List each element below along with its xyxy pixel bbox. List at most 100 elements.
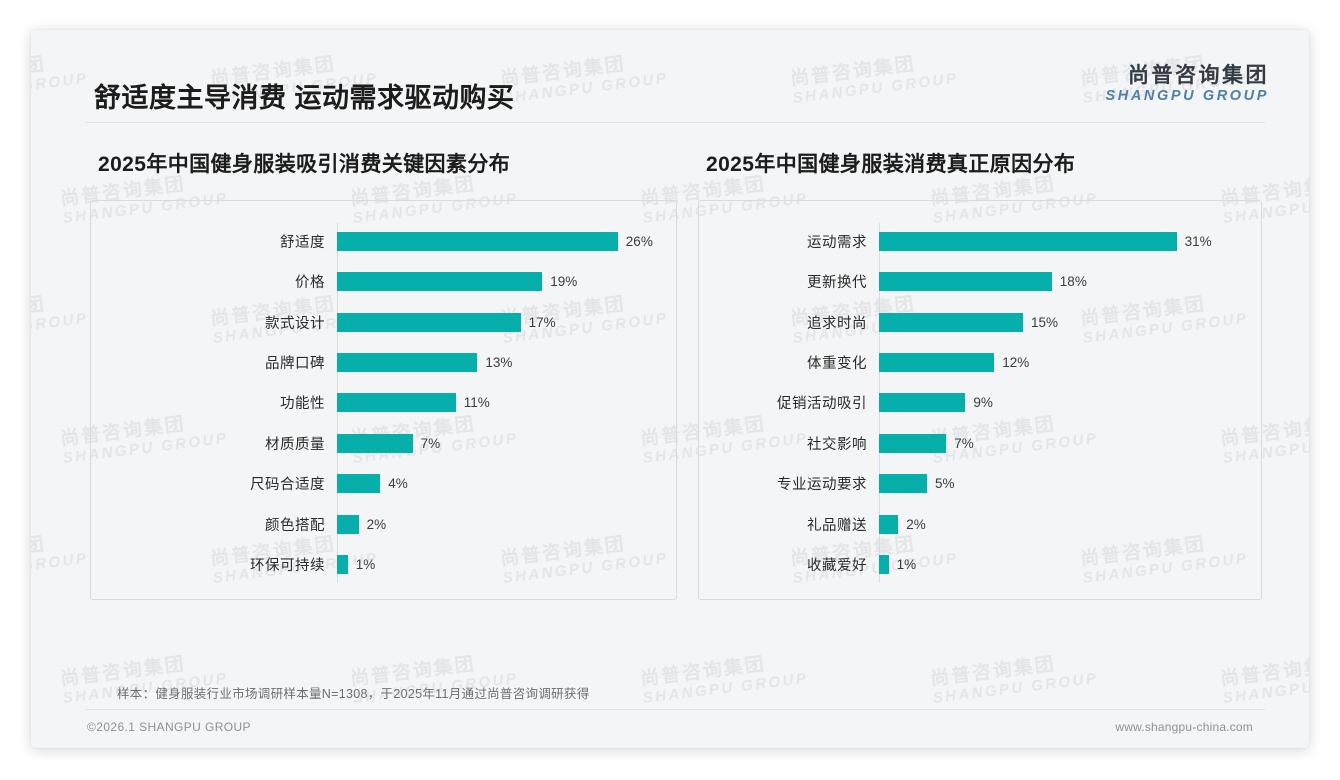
bar-row: 更新换代 18%	[699, 263, 1261, 301]
bar-row: 追求时尚 15%	[699, 303, 1261, 341]
bar-track: 7%	[337, 424, 676, 462]
bar-row: 舒适度 26%	[91, 222, 676, 260]
bar-category-label: 社交影响	[807, 436, 867, 453]
footer-divider	[85, 709, 1265, 710]
bar-segment	[337, 514, 359, 534]
bar-category-label: 体重变化	[807, 356, 867, 373]
chart-box-right: 运动需求 31% 更新换代 18% 追求时尚 15% 体重变化 12% 促销活动吸引 9% 社交影响…	[698, 200, 1262, 600]
bar-track: 18%	[879, 263, 1261, 301]
bar-segment	[879, 433, 947, 453]
logo-english-text: SHANGPU GROUP	[1105, 88, 1269, 105]
bar-track: 13%	[337, 344, 676, 382]
bar-row: 价格 19%	[91, 263, 676, 301]
bar-segment	[337, 393, 456, 413]
bar-category-label: 功能性	[280, 396, 325, 413]
bar-value-label: 5%	[935, 476, 955, 492]
bar-segment	[879, 231, 1177, 251]
bar-segment	[879, 514, 899, 534]
bar-segment	[879, 353, 995, 373]
bar-track: 5%	[879, 465, 1261, 503]
bar-category-label: 专业运动要求	[777, 477, 867, 494]
bar-track: 4%	[337, 465, 676, 503]
bar-row: 收藏爱好 1%	[699, 546, 1261, 584]
bar-value-label: 11%	[463, 395, 490, 411]
bar-category-label: 追求时尚	[807, 315, 867, 332]
bar-row: 社交影响 7%	[699, 424, 1261, 462]
bar-category-label: 材质质量	[265, 436, 325, 453]
bar-rows-right: 运动需求 31% 更新换代 18% 追求时尚 15% 体重变化 12% 促销活动吸引 9% 社交影响…	[699, 221, 1261, 585]
bar-segment	[337, 474, 381, 494]
bar-value-label: 2%	[906, 516, 926, 532]
bar-row: 尺码合适度 4%	[91, 465, 676, 503]
bar-value-label: 2%	[366, 516, 387, 532]
bar-value-label: 18%	[1059, 274, 1087, 290]
website-link[interactable]: www.shangpu-china.com	[1115, 720, 1253, 734]
slide-header: 舒适度主导消费 运动需求驱动购买 尚普咨询集团 SHANGPU GROUP	[31, 30, 1309, 122]
bar-chart-right: 运动需求 31% 更新换代 18% 追求时尚 15% 体重变化 12% 促销活动吸引 9% 社交影响…	[699, 201, 1261, 599]
bar-row: 专业运动要求 5%	[699, 465, 1261, 503]
logo-chinese-text: 尚普咨询集团	[1128, 64, 1269, 87]
bar-value-label: 31%	[1184, 233, 1212, 249]
slide-footer: ©2026.1 SHANGPU GROUP www.shangpu-china.…	[31, 720, 1309, 748]
bar-row: 环保可持续 1%	[91, 546, 676, 584]
bar-segment	[879, 474, 927, 494]
bar-track: 1%	[879, 546, 1261, 584]
bar-track: 12%	[879, 344, 1261, 382]
bar-track: 26%	[337, 222, 676, 260]
bar-track: 15%	[879, 303, 1261, 341]
bar-row: 功能性 11%	[91, 384, 676, 422]
brand-logo: 尚普咨询集团 SHANGPU GROUP	[1105, 64, 1269, 106]
page-title: 舒适度主导消费 运动需求驱动购买	[94, 83, 515, 113]
chart-box-left: 舒适度 26% 价格 19% 款式设计 17% 品牌口碑 13% 功能性 11% 材质质量 7% 尺码合…	[90, 200, 677, 600]
chart-panel-right: 2025年中国健身服装消费真正原因分布 运动需求 31% 更新换代 18% 追求时尚 15…	[698, 148, 1262, 600]
bar-value-label: 19%	[550, 274, 578, 290]
bar-category-label: 更新换代	[807, 275, 867, 292]
bar-category-label: 品牌口碑	[265, 356, 325, 373]
bar-row: 促销活动吸引 9%	[699, 384, 1261, 422]
bar-segment	[879, 272, 1052, 292]
bar-segment	[879, 393, 966, 413]
bar-track: 2%	[879, 505, 1261, 543]
bar-segment	[337, 353, 478, 373]
bar-row: 品牌口碑 13%	[91, 344, 676, 382]
bar-category-label: 尺码合适度	[250, 477, 325, 494]
bar-row: 礼品赠送 2%	[699, 505, 1261, 543]
bar-category-label: 价格	[295, 275, 325, 292]
bar-value-label: 1%	[896, 557, 917, 573]
bar-row: 材质质量 7%	[91, 424, 676, 462]
bar-segment	[337, 272, 543, 292]
bar-row: 颜色搭配 2%	[91, 505, 676, 543]
bar-rows-left: 舒适度 26% 价格 19% 款式设计 17% 品牌口碑 13% 功能性 11% 材质质量 7% 尺码合…	[91, 221, 676, 585]
bar-value-label: 12%	[1002, 355, 1030, 371]
bar-value-label: 9%	[973, 395, 993, 411]
bar-category-label: 颜色搭配	[265, 517, 325, 534]
header-divider	[85, 122, 1265, 123]
bar-track: 11%	[337, 384, 676, 422]
bar-category-label: 环保可持续	[250, 558, 325, 575]
chart-panel-left: 2025年中国健身服装吸引消费关键因素分布 舒适度 26% 价格 19% 款式设计 17%…	[90, 148, 677, 600]
bar-row: 体重变化 12%	[699, 344, 1261, 382]
bar-row: 运动需求 31%	[699, 222, 1261, 260]
chart-title-right: 2025年中国健身服装消费真正原因分布	[706, 153, 1076, 176]
chart-title-left: 2025年中国健身服装吸引消费关键因素分布	[98, 153, 511, 176]
bar-track: 9%	[879, 384, 1261, 422]
bar-value-label: 13%	[485, 355, 513, 371]
bar-category-label: 收藏爱好	[807, 558, 867, 575]
sample-footnote: 样本：健身服装行业市场调研样本量N=1308，于2025年11月通过尚普咨询调研…	[117, 687, 590, 701]
bar-value-label: 15%	[1031, 314, 1059, 330]
bar-segment	[879, 312, 1023, 332]
bar-segment	[879, 555, 889, 575]
bar-track: 17%	[337, 303, 676, 341]
bar-value-label: 17%	[528, 314, 556, 330]
bar-track: 2%	[337, 505, 676, 543]
bar-value-label: 4%	[388, 476, 408, 492]
bar-chart-left: 舒适度 26% 价格 19% 款式设计 17% 品牌口碑 13% 功能性 11% 材质质量 7% 尺码合…	[91, 201, 676, 599]
bar-category-label: 舒适度	[280, 234, 325, 251]
bar-segment	[337, 312, 521, 332]
bar-segment	[337, 555, 348, 575]
bar-value-label: 7%	[954, 435, 974, 451]
